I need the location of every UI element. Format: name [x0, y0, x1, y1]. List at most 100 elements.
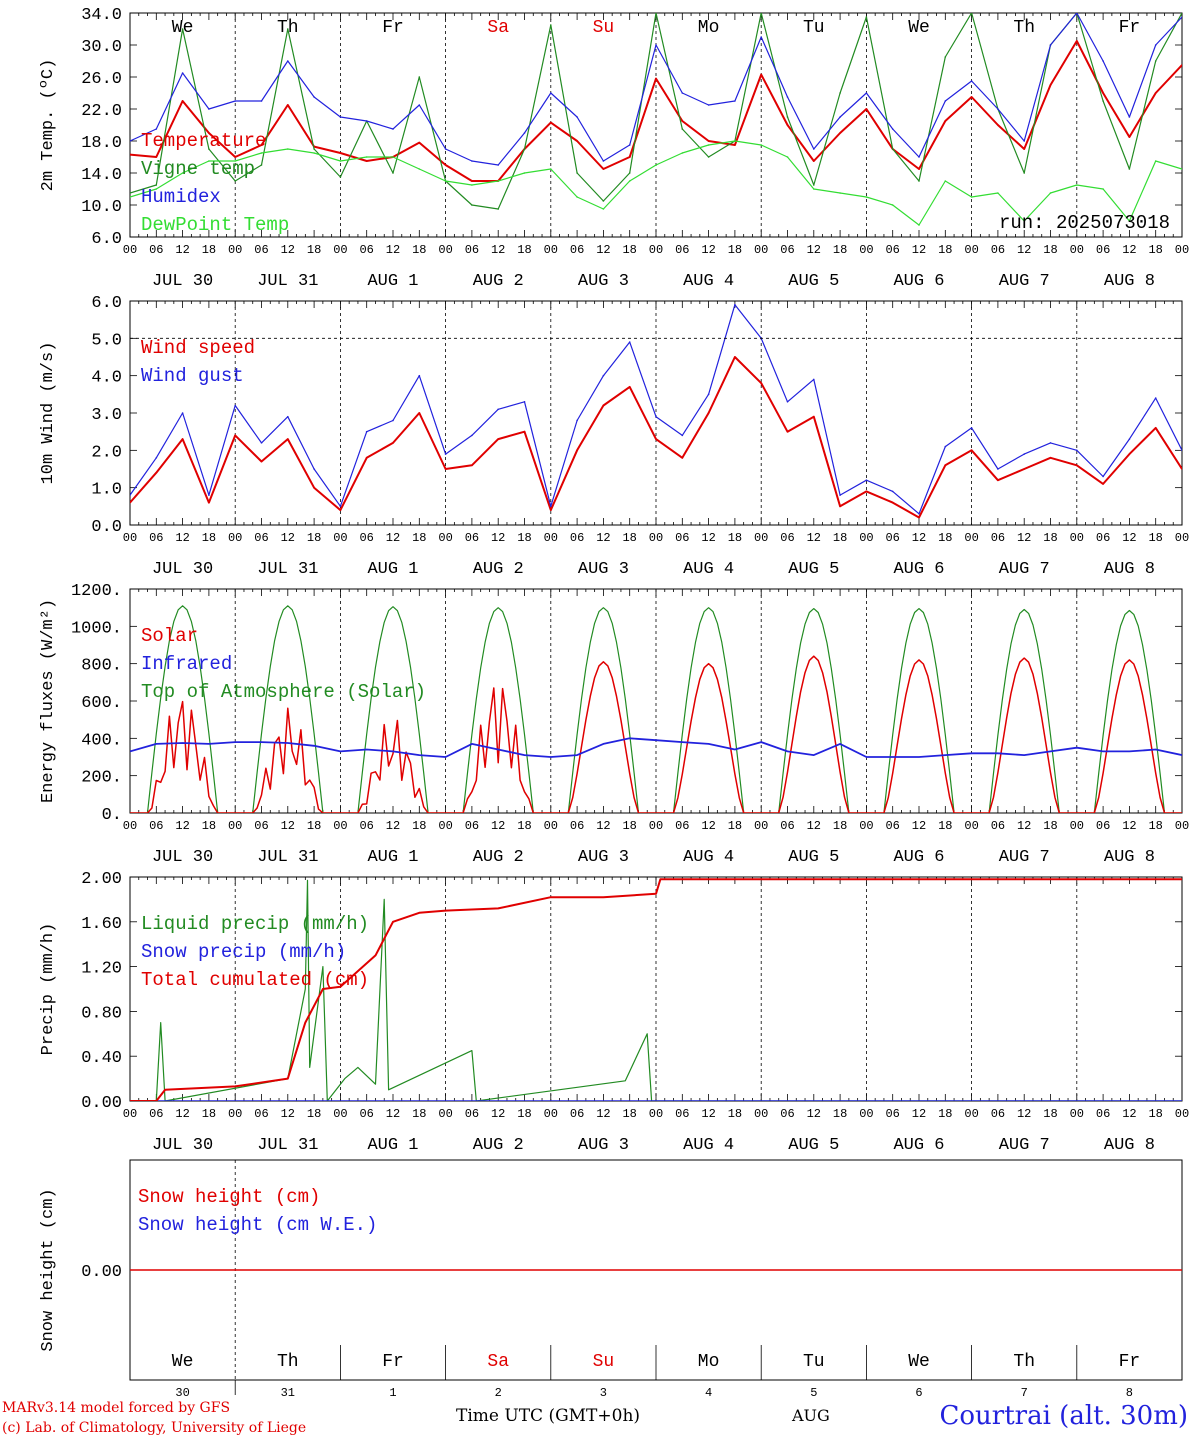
- data-point: [786, 96, 789, 98]
- data-point: [444, 468, 447, 470]
- hour-tick-label: 12: [596, 819, 610, 833]
- hour-tick-label: 00: [859, 243, 873, 257]
- data-point: [681, 434, 684, 437]
- data-point: [1128, 453, 1131, 455]
- hour-tick-label: 12: [807, 1107, 821, 1121]
- data-point: [130, 494, 131, 496]
- hour-tick-label: 00: [438, 819, 452, 833]
- hour-tick-label: 00: [544, 531, 558, 545]
- data-point: [365, 160, 368, 162]
- hour-tick-label: 06: [675, 531, 689, 545]
- hour-tick-label: 18: [202, 819, 216, 833]
- hour-tick-label: 00: [754, 1107, 768, 1121]
- data-point: [418, 168, 421, 170]
- data-point: [707, 144, 710, 146]
- data-point: [1023, 172, 1025, 174]
- hour-tick-label: 06: [1096, 243, 1110, 257]
- hour-tick-label: 12: [281, 531, 295, 545]
- hour-tick-label: 12: [281, 819, 295, 833]
- hour-tick-label: 12: [807, 531, 821, 545]
- y-axis-label: Snow height (cm): [39, 1188, 58, 1351]
- panel-1: 00 06 12 18 00 06 12 18 00 06 12 18 00 06 12 18 00 06 12 18…: [39, 6, 1189, 291]
- day-label-bottom: Mo: [698, 1352, 720, 1372]
- hour-tick-label: 12: [175, 243, 189, 257]
- data-point: [339, 160, 342, 162]
- data-point: [681, 120, 684, 122]
- hour-tick-label: 18: [728, 1107, 742, 1121]
- data-point: [418, 76, 421, 78]
- date-label: JUL 30: [152, 272, 213, 291]
- data-point: [339, 116, 342, 118]
- data-point: [655, 164, 657, 166]
- data-point: [181, 438, 184, 440]
- data-point: [339, 509, 342, 511]
- data-point: [576, 419, 578, 422]
- data-point: [234, 156, 236, 158]
- plot-frame: [129, 300, 1183, 526]
- data-point: [287, 60, 289, 62]
- data-point: [839, 116, 841, 118]
- data-point: [418, 141, 421, 144]
- hour-tick-label: 18: [728, 243, 742, 257]
- y-tick-label: 30.0: [81, 38, 122, 57]
- hour-tick-label: 00: [228, 531, 242, 545]
- hour-tick-label: 00: [1175, 531, 1189, 545]
- data-point: [970, 96, 973, 98]
- hour-tick-label: 00: [1175, 1107, 1189, 1121]
- hour-tick-label: 00: [228, 819, 242, 833]
- y-tick-label: 0.00: [81, 1094, 122, 1113]
- data-point: [891, 490, 894, 493]
- y-tick-label: 5.0: [91, 331, 122, 350]
- x-axis-title: Time UTC (GMT+0h): [456, 1406, 641, 1426]
- day-label-top: Sa: [487, 18, 509, 38]
- data-point: [1102, 92, 1104, 94]
- day-label-top: We: [908, 18, 930, 38]
- hour-tick-label: 12: [491, 819, 505, 833]
- legend-entry: Temperature: [141, 130, 266, 152]
- data-point: [602, 404, 605, 407]
- data-point: [130, 153, 131, 156]
- data-point: [681, 128, 684, 130]
- data-point: [1049, 457, 1052, 459]
- data-point: [970, 80, 973, 82]
- data-point: [444, 148, 447, 150]
- hour-tick-label: 18: [307, 531, 321, 545]
- hour-tick-label: 06: [149, 243, 163, 257]
- hour-tick-label: 06: [254, 1107, 268, 1121]
- hour-tick-label: 12: [912, 819, 926, 833]
- data-point: [208, 494, 210, 496]
- hour-tick-label: 12: [491, 1107, 505, 1121]
- data-point: [786, 430, 789, 433]
- legend-entry: Humidex: [141, 186, 221, 208]
- data-point: [260, 144, 263, 146]
- data-point: [497, 408, 500, 411]
- data-point: [681, 152, 684, 154]
- data-point: [707, 393, 710, 396]
- data-point: [628, 172, 631, 174]
- data-point: [760, 382, 762, 384]
- hour-tick-label: 00: [859, 1107, 873, 1121]
- hour-tick-label: 00: [438, 1107, 452, 1121]
- data-point: [130, 140, 131, 142]
- hour-tick-label: 00: [964, 819, 978, 833]
- data-point: [1128, 168, 1131, 170]
- legend-entry: DewPoint Temp: [141, 214, 289, 236]
- hour-tick-label: 00: [333, 243, 347, 257]
- data-point: [471, 464, 473, 467]
- hour-tick-label: 00: [123, 531, 137, 545]
- y-tick-label: 0.00: [81, 1263, 122, 1282]
- hour-tick-label: 00: [964, 531, 978, 545]
- bottom-day-number: 4: [705, 1386, 712, 1400]
- hour-tick-label: 18: [1043, 1107, 1057, 1121]
- legend-entry: Snow precip (mm/h): [141, 941, 346, 963]
- hour-tick-label: 00: [649, 819, 663, 833]
- data-point: [813, 184, 815, 186]
- data-point: [891, 148, 894, 150]
- data-point: [1102, 475, 1104, 478]
- hour-tick-label: 00: [544, 1107, 558, 1121]
- hour-tick-label: 18: [307, 1107, 321, 1121]
- date-label: AUG 3: [578, 1136, 629, 1155]
- hour-tick-label: 18: [1148, 243, 1162, 257]
- hour-tick-label: 12: [1017, 1107, 1031, 1121]
- date-label: AUG 2: [473, 848, 524, 867]
